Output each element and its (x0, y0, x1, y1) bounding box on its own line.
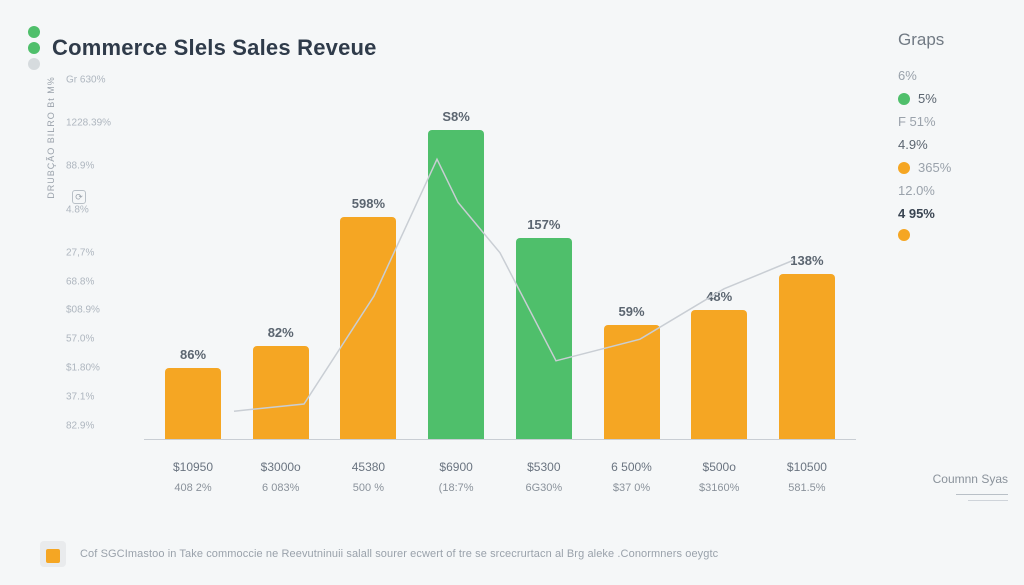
footer-chart-icon (40, 541, 66, 567)
refresh-icon: ⟳ (72, 190, 86, 204)
x-tick-primary: $10500 (768, 460, 846, 474)
legend-item: 4.9% (898, 137, 1008, 152)
bar (253, 346, 309, 440)
header: Commerce Slels Sales Reveue (28, 26, 377, 70)
bar (779, 274, 835, 440)
x-tick-secondary: 6 083% (242, 482, 320, 494)
bar-column: 157% (505, 217, 583, 440)
bar (516, 238, 572, 440)
footer-caption: Cof SGCImastoo in Take commoccie ne Reev… (80, 548, 718, 560)
x-tick-secondary: 581.5% (768, 482, 846, 494)
legend-item-label: 4 95% (898, 206, 935, 221)
legend-dot-icon (898, 229, 910, 241)
title-dot-1 (28, 26, 40, 38)
legend-item-label: 6% (898, 68, 917, 83)
legend-item: F 51% (898, 114, 1008, 129)
bar (165, 368, 221, 440)
x-axis-baseline (144, 439, 856, 440)
page-title: Commerce Slels Sales Reveue (52, 35, 377, 61)
bar-value-label: 48% (706, 289, 732, 304)
bar-value-label: 138% (790, 253, 823, 268)
legend-item-label: 365% (918, 160, 951, 175)
legend-item: 6% (898, 68, 1008, 83)
legend-item: 365% (898, 160, 1008, 175)
legend-item: 12.0% (898, 183, 1008, 198)
bar (604, 325, 660, 440)
bar-value-label: 86% (180, 347, 206, 362)
bar-column: 82% (242, 325, 320, 440)
y-tick: 82.9% (66, 420, 94, 431)
legend-item (898, 229, 1008, 241)
y-axis-label: DRUBÇÃO BILRO Bt M% (46, 76, 56, 199)
bar-column: 48% (680, 289, 758, 440)
title-dots (28, 26, 40, 70)
x-tick-primary: $5300 (505, 460, 583, 474)
legend-dot-icon (898, 162, 910, 174)
x-tick-secondary: 500 % (329, 482, 407, 494)
bar-column: S8% (417, 109, 495, 440)
bar-column: 86% (154, 347, 232, 440)
x-tick-secondary: (18:7% (417, 482, 495, 494)
x-axis-row-1: $10950 $3000o 45380 $6900 $5300 6 500% $500o $1… (150, 460, 850, 474)
bar-value-label: 157% (527, 217, 560, 232)
x-tick-secondary: 408 2% (154, 482, 232, 494)
bar-column: 59% (593, 304, 671, 440)
bar-column: 598% (329, 196, 407, 440)
x-tick-primary: 6 500% (593, 460, 671, 474)
bar (428, 130, 484, 440)
chart: Gr 630%1228.39%88.9%4.8%27,7%68.8%$08.9%… (40, 80, 860, 500)
x-tick-primary: $6900 (417, 460, 495, 474)
legend-item-label: 4.9% (898, 137, 928, 152)
bar-value-label: S8% (442, 109, 469, 124)
bar (691, 310, 747, 440)
y-tick: 4.8% (66, 204, 89, 215)
bar-column: 138% (768, 253, 846, 440)
legend-axis-rule-2 (968, 500, 1008, 501)
y-tick: Gr 630% (66, 75, 105, 86)
legend: Graps 6%5% F 51% 4.9% 365% 12.0% 4 95% (898, 30, 1008, 249)
bar-value-label: 59% (619, 304, 645, 319)
x-tick-secondary: $37 0% (593, 482, 671, 494)
x-tick-secondary: 6G30% (505, 482, 583, 494)
x-tick-primary: $3000o (242, 460, 320, 474)
footer: Cof SGCImastoo in Take commoccie ne Reev… (40, 541, 984, 567)
title-dot-3 (28, 58, 40, 70)
y-axis-ticks: Gr 630%1228.39%88.9%4.8%27,7%68.8%$08.9%… (66, 80, 136, 440)
y-tick: $1.80% (66, 363, 100, 374)
bar-value-label: 598% (352, 196, 385, 211)
x-axis-row-2: 408 2% 6 083% 500 % (18:7% 6G30% $37 0% $3160%… (150, 482, 850, 494)
y-tick: 37.1% (66, 391, 94, 402)
bars: 86% 82% 598% S8% 157% 59% 48% 138% (150, 80, 850, 440)
y-tick: $08.9% (66, 305, 100, 316)
plot-area: 86% 82% 598% S8% 157% 59% 48% 138% (150, 80, 850, 440)
bar-value-label: 82% (268, 325, 294, 340)
y-tick: 88.9% (66, 161, 94, 172)
legend-item-label: 5% (918, 91, 937, 106)
legend-dot-icon (898, 93, 910, 105)
y-tick: 1228.39% (66, 118, 111, 129)
x-tick-primary: 45380 (329, 460, 407, 474)
legend-title: Graps (898, 30, 1008, 50)
x-tick-secondary: $3160% (680, 482, 758, 494)
bar (340, 217, 396, 440)
y-tick: 57.0% (66, 334, 94, 345)
legend-item: 4 95% (898, 206, 1008, 221)
title-dot-2 (28, 42, 40, 54)
legend-axis-rule-1 (956, 494, 1008, 495)
legend-item-label: F 51% (898, 114, 936, 129)
legend-item-label: 12.0% (898, 183, 935, 198)
legend-axis-label: Coumnn Syas (933, 472, 1008, 486)
x-tick-primary: $500o (680, 460, 758, 474)
y-tick: 68.8% (66, 276, 94, 287)
y-tick: 27,7% (66, 247, 94, 258)
legend-item: 5% (898, 91, 1008, 106)
x-tick-primary: $10950 (154, 460, 232, 474)
